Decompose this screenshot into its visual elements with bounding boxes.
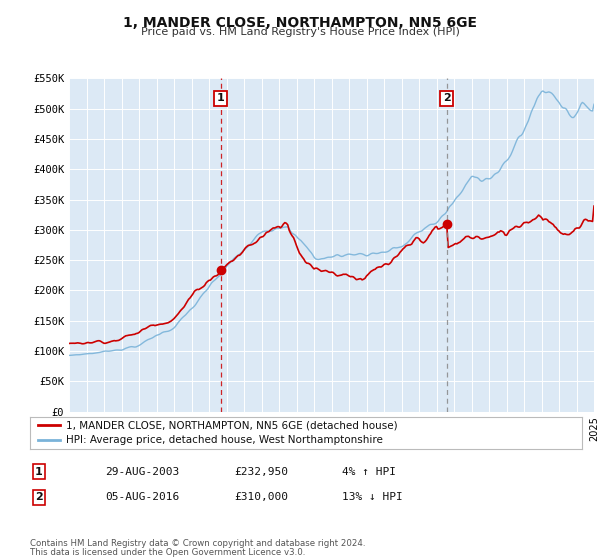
Text: 1, MANDER CLOSE, NORTHAMPTON, NN5 6GE (detached house): 1, MANDER CLOSE, NORTHAMPTON, NN5 6GE (d… [66,421,398,431]
Text: 29-AUG-2003: 29-AUG-2003 [105,466,179,477]
Text: 05-AUG-2016: 05-AUG-2016 [105,492,179,502]
Text: This data is licensed under the Open Government Licence v3.0.: This data is licensed under the Open Gov… [30,548,305,557]
Text: 1: 1 [35,466,43,477]
Text: Price paid vs. HM Land Registry's House Price Index (HPI): Price paid vs. HM Land Registry's House … [140,27,460,37]
Text: 13% ↓ HPI: 13% ↓ HPI [342,492,403,502]
Text: 2: 2 [35,492,43,502]
Text: 2: 2 [443,94,451,104]
Text: Contains HM Land Registry data © Crown copyright and database right 2024.: Contains HM Land Registry data © Crown c… [30,539,365,548]
Text: £232,950: £232,950 [234,466,288,477]
Text: 1: 1 [217,94,224,104]
Text: 1, MANDER CLOSE, NORTHAMPTON, NN5 6GE: 1, MANDER CLOSE, NORTHAMPTON, NN5 6GE [123,16,477,30]
Text: HPI: Average price, detached house, West Northamptonshire: HPI: Average price, detached house, West… [66,435,383,445]
Text: £310,000: £310,000 [234,492,288,502]
Text: 4% ↑ HPI: 4% ↑ HPI [342,466,396,477]
